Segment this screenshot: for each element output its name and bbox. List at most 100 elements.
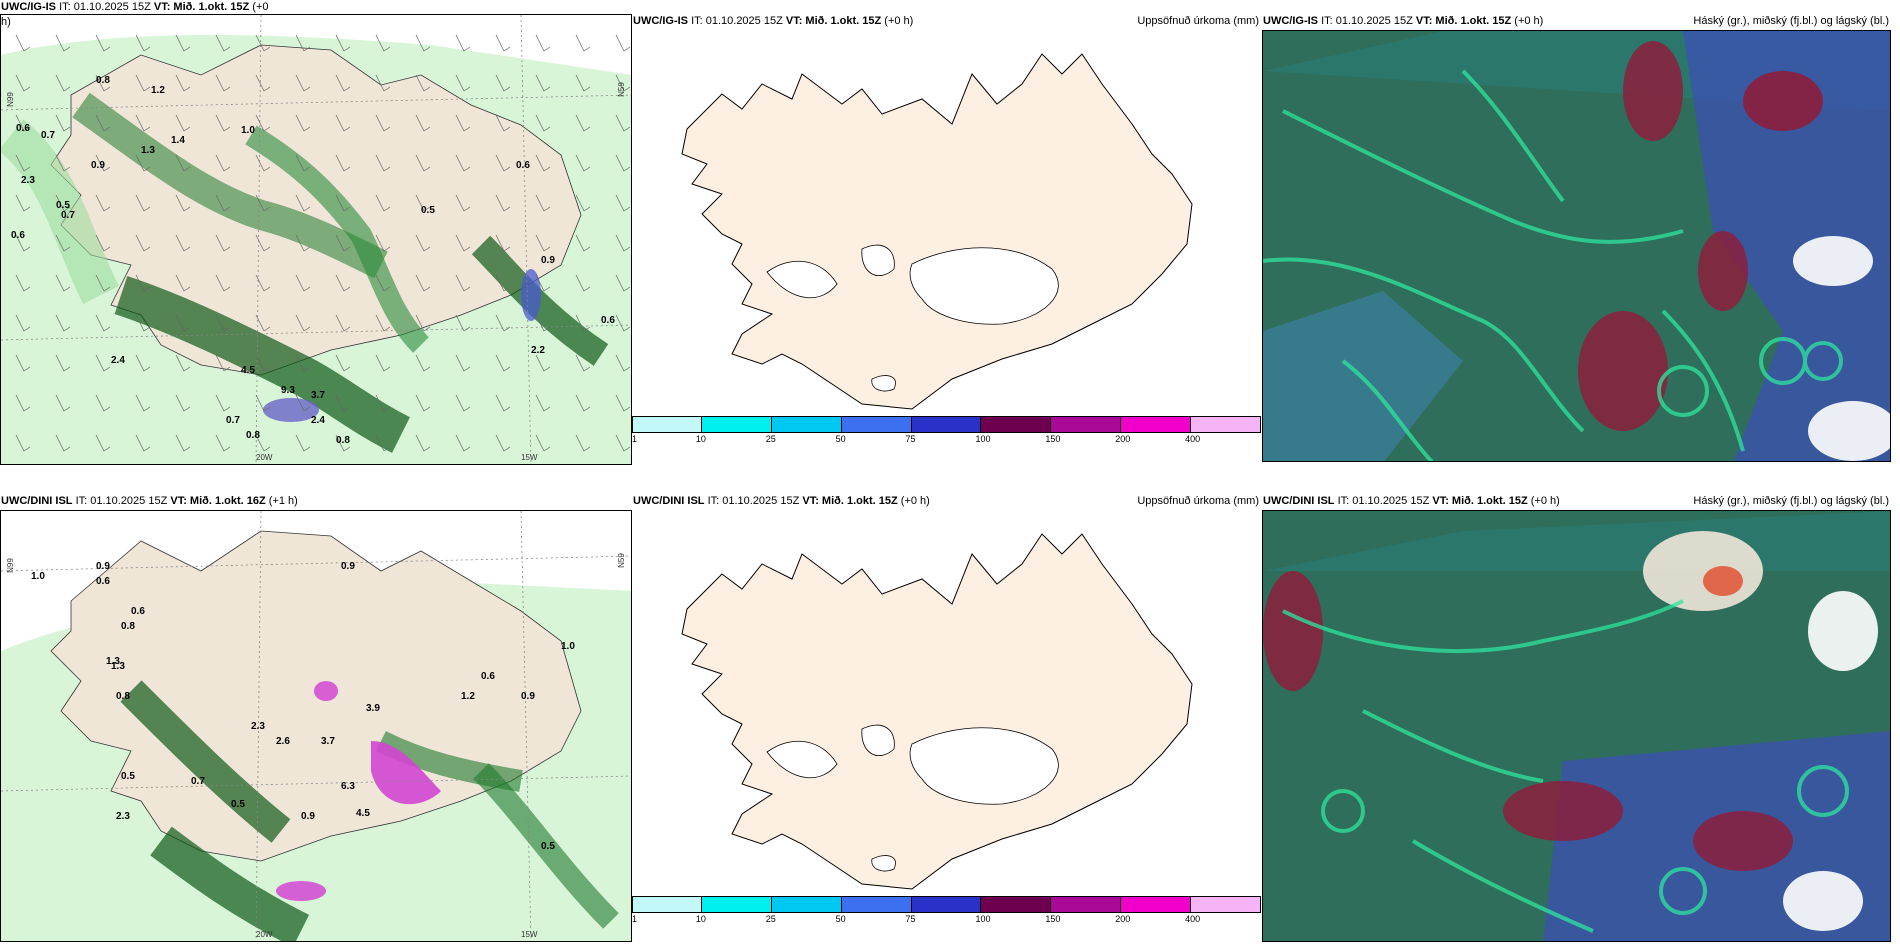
precip-value-label: 2.4 [311,415,325,426]
wind-barb [495,394,505,412]
wind-barb [215,434,225,452]
wind-barb [55,394,65,412]
wind-barb [95,194,105,212]
lead-time: (+1 h) [268,495,298,507]
wind-barb-flag [103,126,111,132]
precip-value-label: 0.6 [131,606,145,617]
colorbar-tick-label: 10 [695,914,706,924]
wind-barb [535,314,545,332]
wind-barb-flag [183,366,191,372]
wind-barb [575,314,585,332]
wind-barb [175,74,185,92]
wind-barb-flag [63,46,71,52]
wind-barb [215,74,225,92]
wind-barb [295,34,305,52]
wind-barb-flag [143,286,151,292]
wind-barb [175,354,185,372]
wind-barb-flag [543,446,551,452]
precip-value-label: 0.9 [96,561,110,572]
wind-barb [215,154,225,172]
model-name: UWC/DINI ISL [1,495,73,507]
wind-barb [215,394,225,412]
wind-barb-flag [63,286,71,292]
wind-barb-flag [103,406,111,412]
colorbar-tick-label: 400 [1185,914,1201,924]
wind-barb [615,354,625,372]
wind-barb-flag [623,366,631,372]
model-name: UWC/DINI ISL [1263,495,1335,507]
precip-value-label: 1.0 [241,125,255,136]
colorbar-swatch [1051,416,1122,433]
wind-barb [495,114,505,132]
wind-barb-flag [23,286,31,292]
wind-barb [55,194,65,212]
wind-barb-flag [503,46,511,52]
wind-barb [375,194,385,212]
wind-barb [295,274,305,292]
wind-barb-flag [103,326,111,332]
wind-barb [15,114,25,132]
wind-barb-flag [463,406,471,412]
cloud-map [1263,511,1890,941]
wind-barb [15,234,25,252]
wind-barb [455,274,465,292]
wind-barb [535,154,545,172]
wind-barb-flag [583,206,591,212]
wind-barb-flag [343,126,351,132]
wind-barb-flag [583,166,591,172]
wind-barb-flag [143,46,151,52]
wind-barb-flag [303,366,311,372]
wind-barb [295,154,305,172]
wind-barb-flag [303,86,311,92]
precip-value-label: 4.5 [356,808,370,819]
wind-barb-flag [223,286,231,292]
wind-barb [15,194,25,212]
wind-barb-flag [503,86,511,92]
wind-barb [295,434,305,452]
wind-barb-flag [223,86,231,92]
wind-barb [375,34,385,52]
wind-barb-flag [383,166,391,172]
wind-barb [575,354,585,372]
valid-time: VT: Mið. 1.okt. 15Z [1415,15,1512,27]
colorbar-tick-label: 200 [1115,914,1131,924]
wind-barb-flag [463,126,471,132]
wind-barb-flag [623,206,631,212]
panel-cloud-top: UWC/IG-IS IT: 01.10.2025 15Z VT: Mið. 1.… [1262,0,1891,462]
map-frame [1262,510,1891,942]
wind-barb-flag [543,286,551,292]
wind-barb-flag [23,126,31,132]
wind-barb-flag [503,406,511,412]
wind-barb [95,274,105,292]
wind-barb-flag [543,166,551,172]
wind-barb-flag [103,86,111,92]
wind-barb-flag [383,446,391,452]
wind-barb-flag [23,406,31,412]
wind-barb [615,234,625,252]
lon-label-20w: 20W [256,930,273,939]
wind-barb [295,74,305,92]
wind-barb-flag [103,166,111,172]
wind-barb-flag [263,246,271,252]
wind-barb-flag [423,166,431,172]
precip-value-label: 0.8 [336,435,350,446]
precip-value-label: 0.9 [91,160,105,171]
wind-barb [215,354,225,372]
wind-barb-flag [303,246,311,252]
wind-barb [95,234,105,252]
valid-time: VT: Mið. 1.okt. 16Z [170,495,266,507]
lead-time: (+0 h) [884,15,914,27]
wind-barb-flag [63,326,71,332]
wind-barb-flag [143,246,151,252]
wind-barb [415,34,425,52]
wind-barb-flag [343,246,351,252]
wind-barb [295,394,305,412]
wind-barb [255,434,265,452]
wind-barb [535,354,545,372]
wind-barb-flag [23,446,31,452]
precip-value-label: 1.3 [111,661,125,672]
wind-barb-flag [23,326,31,332]
wind-barb-flag [23,86,31,92]
wind-barb [55,354,65,372]
wind-barb-flag [23,366,31,372]
